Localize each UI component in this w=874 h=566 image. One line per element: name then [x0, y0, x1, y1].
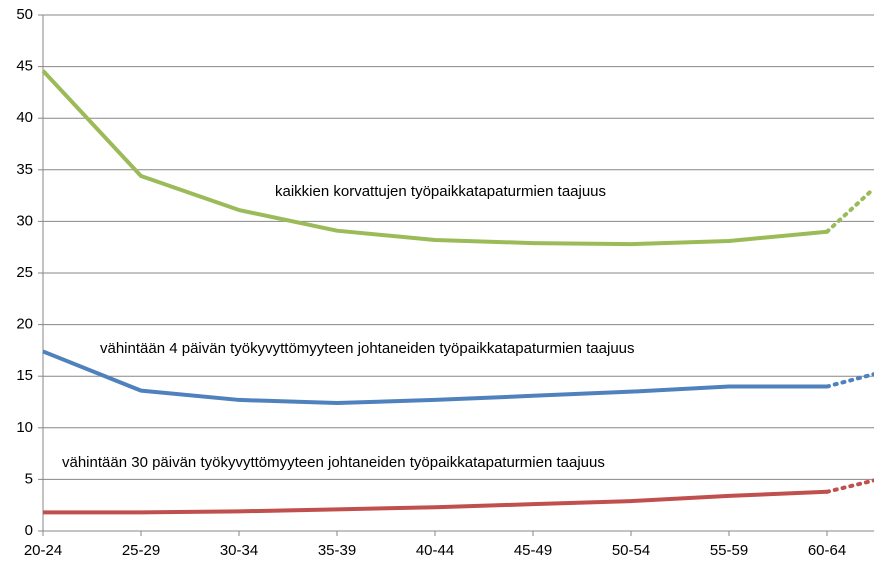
x-tick-label: 45-49: [514, 542, 552, 559]
series-line: [42, 349, 827, 406]
y-tick-label: 50: [16, 6, 33, 23]
series-line: [41, 69, 828, 247]
series-line-projection: [825, 478, 874, 494]
y-tick-label: 40: [16, 109, 33, 126]
y-tick-label: 0: [25, 522, 33, 539]
x-tick-label: 50-54: [612, 542, 650, 559]
y-tick-label: 15: [16, 367, 33, 384]
series-label: vähintään 30 päivän työkyvyttömyyteen jo…: [62, 454, 605, 471]
series-label: vähintään 4 päivän työkyvyttömyyteen joh…: [100, 340, 635, 357]
series-label: kaikkien korvattujen työpaikkatapaturmie…: [275, 183, 606, 200]
x-tick-label: 55-59: [710, 542, 748, 559]
series-line-projection: [825, 186, 874, 234]
x-tick-label: 35-39: [318, 542, 356, 559]
y-tick-label: 35: [16, 161, 33, 178]
y-tick-label: 25: [16, 264, 33, 281]
x-tick-label: 20-24: [24, 542, 62, 559]
series-line: [43, 489, 828, 515]
x-tick-label: 30-34: [220, 542, 258, 559]
y-tick-label: 20: [16, 316, 33, 333]
x-tick-label: 60-64: [808, 542, 846, 559]
y-tick-label: 45: [16, 58, 33, 75]
series-line-projection: [825, 372, 874, 389]
y-tick-label: 5: [25, 470, 33, 487]
x-tick-label: 25-29: [122, 542, 160, 559]
x-tick-label: 40-44: [416, 542, 454, 559]
y-tick-label: 10: [16, 419, 33, 436]
y-tick-label: 30: [16, 212, 33, 229]
